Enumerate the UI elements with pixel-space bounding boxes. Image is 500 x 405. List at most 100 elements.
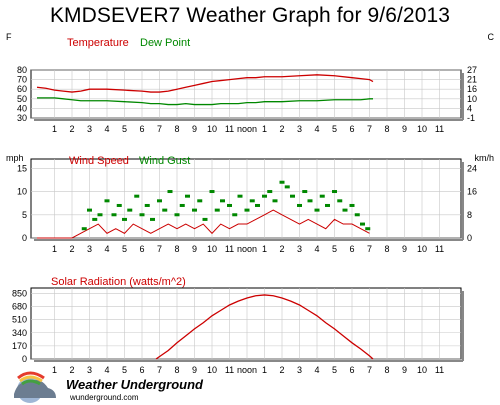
x-tick-label-2: 11 xyxy=(225,365,234,375)
wind-gust-point xyxy=(272,199,278,203)
wind-gust-point xyxy=(262,194,267,198)
brand-name: Weather Underground xyxy=(66,377,203,392)
y-tick-label-2: 510 xyxy=(12,315,27,325)
x-tick-label-1: 4 xyxy=(104,244,109,254)
x-tick-label-2: 4 xyxy=(104,365,109,375)
y-unit-label-0: F xyxy=(6,32,12,42)
y-tick-label-0: 70 xyxy=(17,75,27,85)
x-tick-label-2: 10 xyxy=(417,365,427,375)
x-tick-label-1: 7 xyxy=(367,244,372,254)
x-tick-label-0: 5 xyxy=(332,124,337,134)
x-tick-label-0: 2 xyxy=(279,124,284,134)
x-tick-label-0: 10 xyxy=(417,124,427,134)
wind-gust-point xyxy=(342,208,348,212)
y-tick-label-2: 680 xyxy=(12,302,27,312)
y2-tick-label-0: 16 xyxy=(467,84,477,94)
wind-gust-point xyxy=(87,208,92,212)
legend-label-1: Wind Speed xyxy=(69,155,129,167)
wind-gust-point xyxy=(144,203,150,207)
x-tick-label-2: 1 xyxy=(52,365,57,375)
y-tick-label-1: 15 xyxy=(17,163,27,173)
y-tick-label-1: 10 xyxy=(17,187,27,197)
x-tick-label-1: 8 xyxy=(384,244,389,254)
y-tick-label-2: 170 xyxy=(12,341,27,351)
x-tick-label-1: 5 xyxy=(332,244,337,254)
x-tick-label-1: 5 xyxy=(122,244,127,254)
legend-label-0: Dew Point xyxy=(140,37,190,49)
x-tick-label-0: 6 xyxy=(349,124,354,134)
y-tick-label-2: 340 xyxy=(12,328,27,338)
page-title: KMDSEVER7 Weather Graph for 9/6/2013 xyxy=(49,4,451,27)
x-tick-label-1: 11 xyxy=(435,244,444,254)
wind-gust-point xyxy=(157,199,162,203)
x-tick-label-2: 8 xyxy=(174,365,179,375)
x-tick-label-2: 9 xyxy=(402,365,407,375)
plot-frame-0 xyxy=(30,69,462,119)
wind-gust-point xyxy=(220,199,225,203)
wind-gust-point xyxy=(237,194,243,198)
x-tick-label-0: 1 xyxy=(262,124,267,134)
y-tick-label-0: 60 xyxy=(17,84,27,94)
series-line-solar-radiation xyxy=(155,294,374,360)
x-tick-label-0: 11 xyxy=(225,124,234,134)
legend-label-1: Wind Gust xyxy=(139,155,190,167)
x-tick-label-2: 8 xyxy=(384,365,389,375)
wind-gust-point xyxy=(197,199,203,203)
x-tick-label-2: 2 xyxy=(69,365,74,375)
y2-tick-label-0: 10 xyxy=(467,94,477,104)
wind-gust-point xyxy=(354,213,360,217)
x-tick-label-0: 3 xyxy=(297,124,302,134)
x-tick-label-1: 1 xyxy=(52,244,57,254)
x-tick-label-2: 6 xyxy=(139,365,144,375)
x-tick-label-0: 8 xyxy=(174,124,179,134)
x-tick-label-1: 2 xyxy=(279,244,284,254)
wind-gust-point xyxy=(325,203,330,207)
wind-gust-point xyxy=(92,217,98,221)
x-tick-label-2: 5 xyxy=(122,365,127,375)
x-tick-label-0: 10 xyxy=(207,124,217,134)
wind-gust-point xyxy=(167,190,173,194)
wind-gust-point xyxy=(227,203,232,207)
y2-tick-label-1: 0 xyxy=(467,233,472,243)
y-tick-label-0: 80 xyxy=(17,65,27,75)
x-tick-label-1: 10 xyxy=(417,244,427,254)
x-tick-label-0: 8 xyxy=(384,124,389,134)
wind-gust-point xyxy=(179,203,185,207)
y2-tick-label-1: 8 xyxy=(467,210,472,220)
x-tick-label-0: 9 xyxy=(402,124,407,134)
wind-gust-point xyxy=(209,190,215,194)
x-tick-label-1: 2 xyxy=(69,244,74,254)
series-line-dew-point xyxy=(37,97,373,106)
wind-gust-point xyxy=(249,199,255,203)
wind-gust-point xyxy=(116,203,122,207)
wind-gust-point xyxy=(81,227,87,231)
series-line-temperature xyxy=(36,74,374,93)
legend-label-0: Temperature xyxy=(67,37,129,49)
x-tick-label-0: 9 xyxy=(192,124,197,134)
y-unit-label-1: mph xyxy=(6,153,24,163)
wind-gust-point xyxy=(202,217,208,221)
wind-gust-point xyxy=(255,203,260,207)
wind-gust-point xyxy=(111,213,117,217)
wind-gust-point xyxy=(290,194,295,198)
y-tick-label-0: 50 xyxy=(17,94,27,104)
x-tick-label-1: 3 xyxy=(87,244,92,254)
wind-gust-point xyxy=(284,185,290,189)
wind-gust-point xyxy=(349,203,355,207)
wind-gust-point xyxy=(232,213,238,217)
x-tick-label-0: 2 xyxy=(69,124,74,134)
x-tick-label-2: 3 xyxy=(297,365,302,375)
x-tick-label-0: 1 xyxy=(52,124,57,134)
wind-gust-point xyxy=(314,208,320,212)
y2-tick-label-1: 24 xyxy=(467,163,477,173)
y2-tick-label-0: 21 xyxy=(467,75,477,85)
wind-gust-point xyxy=(319,194,325,198)
x-tick-label-1: noon xyxy=(237,244,257,254)
y2-unit-label-1: km/h xyxy=(474,153,494,163)
x-tick-label-0: 11 xyxy=(435,124,444,134)
x-tick-label-2: 9 xyxy=(192,365,197,375)
wind-gust-point xyxy=(139,213,145,217)
panel-title: Solar Radiation (watts/m^2) xyxy=(51,276,186,288)
y-tick-label-0: 40 xyxy=(17,103,27,113)
x-tick-label-2: 1 xyxy=(262,365,267,375)
